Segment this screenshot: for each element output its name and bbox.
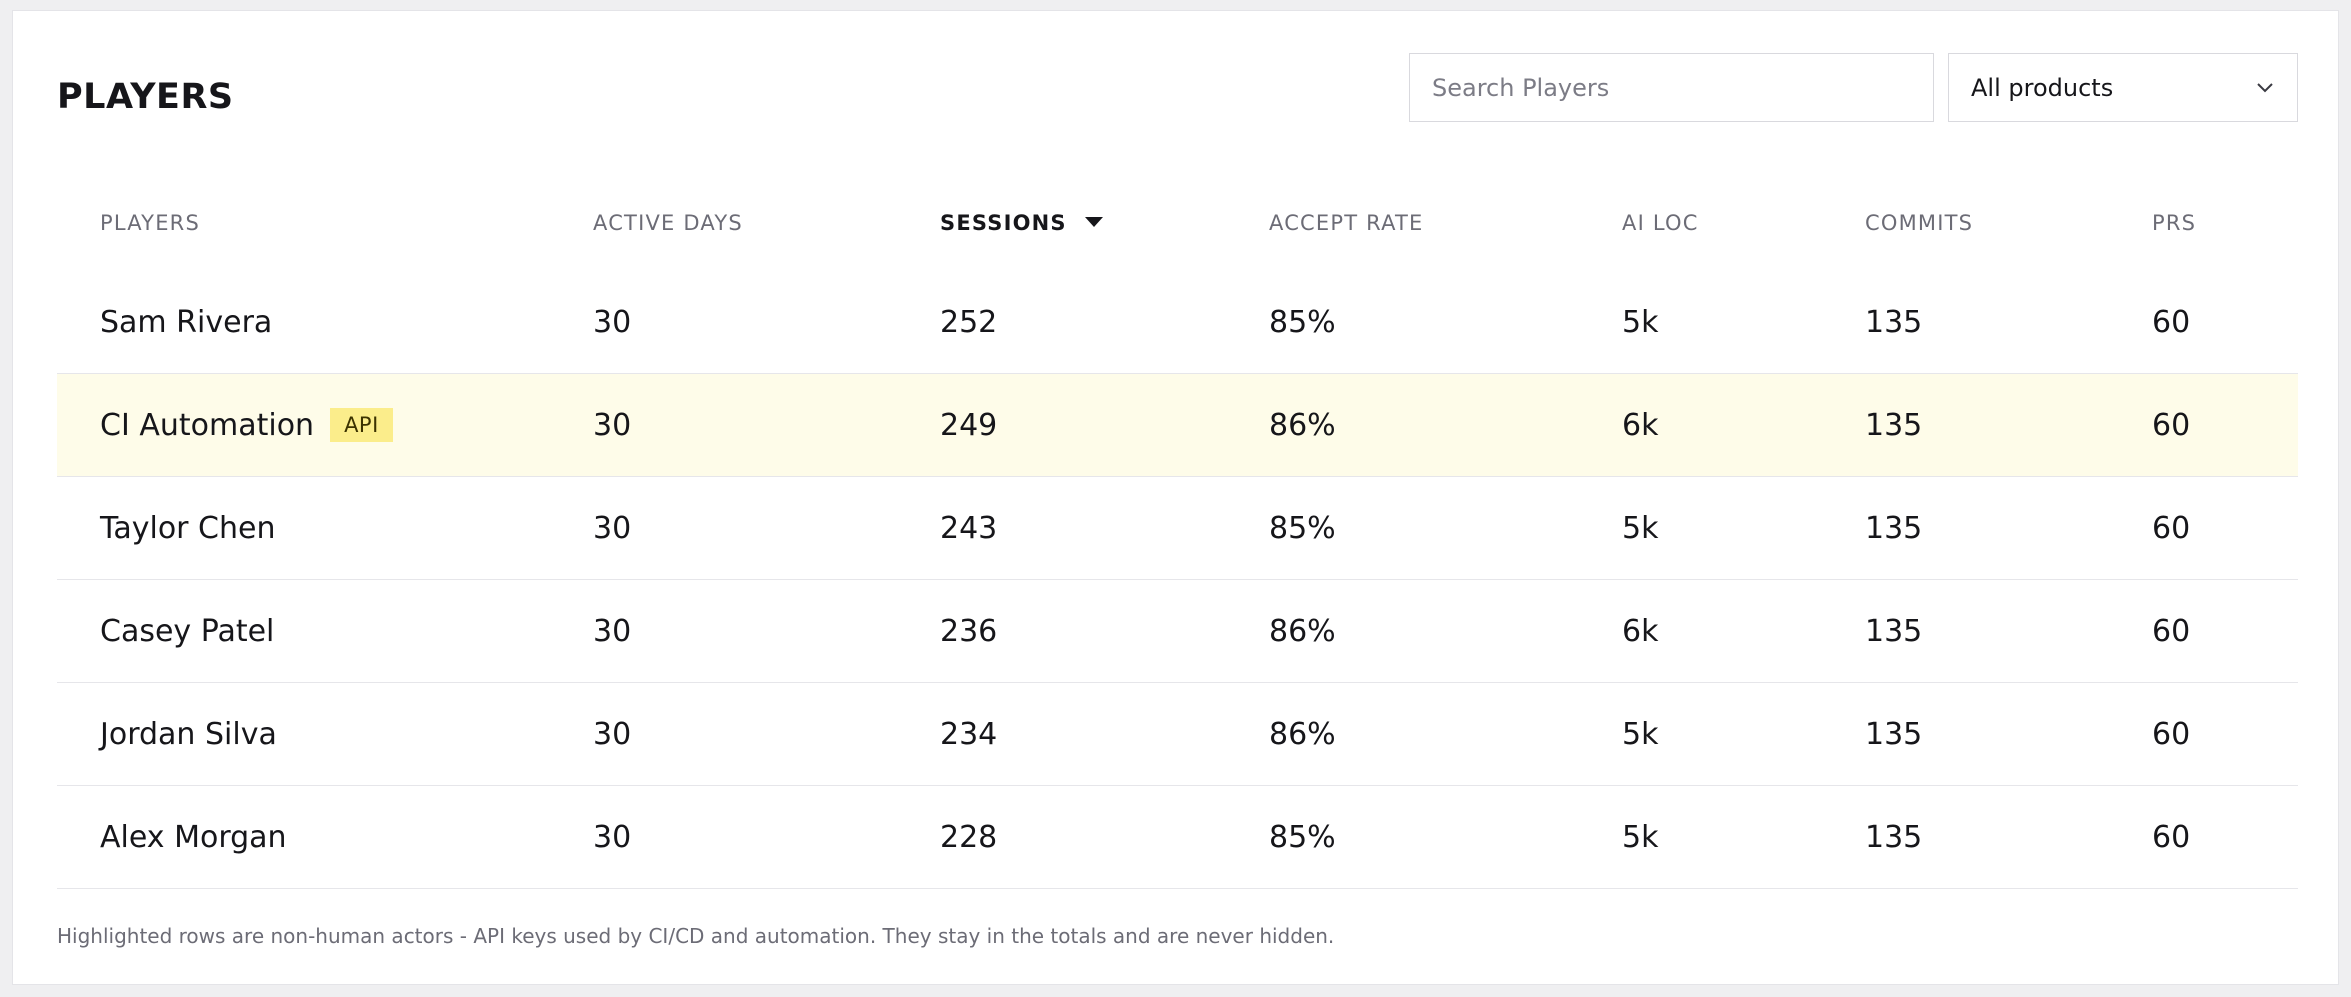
table-row[interactable]: Jordan Silva 30 234 86% 5k 135 60	[57, 683, 2298, 786]
table-row[interactable]: CI Automation API 30 249 86% 6k 135 60	[57, 374, 2298, 477]
prs-cell: 60	[2152, 407, 2191, 443]
table-body: Sam Rivera 30 252 85% 5k 135 60 CI Automation AP…	[57, 271, 2298, 889]
player-name: CI Automation	[100, 407, 315, 443]
ai-loc-cell: 6k	[1622, 407, 1659, 443]
column-header-accept-rate[interactable]: ACCEPT RATE	[1269, 211, 1424, 235]
active-days-cell: 30	[593, 304, 632, 340]
active-days-cell: 30	[593, 407, 632, 443]
accept-rate-cell: 86%	[1269, 613, 1336, 649]
player-name: Taylor Chen	[100, 510, 276, 546]
chevron-down-icon	[2257, 83, 2273, 93]
players-card: PLAYERS All products PLAYERS ACTIVE DAYS…	[12, 10, 2339, 985]
sessions-cell: 234	[940, 716, 998, 752]
table-header: PLAYERS ACTIVE DAYS SESSIONS ACCEPT RATE…	[57, 179, 2298, 271]
column-header-ai-loc[interactable]: AI LOC	[1622, 211, 1699, 235]
player-name: Casey Patel	[100, 613, 275, 649]
column-header-prs[interactable]: PRS	[2152, 211, 2197, 235]
player-name-cell: Casey Patel	[100, 580, 274, 682]
commits-cell: 135	[1865, 613, 1923, 649]
commits-cell: 135	[1865, 407, 1923, 443]
sessions-cell: 236	[940, 613, 998, 649]
player-name-cell: CI Automation API	[100, 374, 393, 476]
sessions-cell: 249	[940, 407, 998, 443]
player-name-cell: Alex Morgan	[100, 786, 287, 888]
ai-loc-cell: 5k	[1622, 304, 1659, 340]
sessions-cell: 228	[940, 819, 998, 855]
ai-loc-cell: 5k	[1622, 510, 1659, 546]
commits-cell: 135	[1865, 304, 1923, 340]
players-table: PLAYERS ACTIVE DAYS SESSIONS ACCEPT RATE…	[57, 179, 2298, 889]
column-header-active-days[interactable]: ACTIVE DAYS	[593, 211, 743, 235]
ai-loc-cell: 5k	[1622, 819, 1659, 855]
column-header-sessions[interactable]: SESSIONS	[940, 211, 1103, 235]
search-input[interactable]	[1409, 53, 1934, 122]
accept-rate-cell: 85%	[1269, 819, 1336, 855]
prs-cell: 60	[2152, 613, 2191, 649]
sessions-cell: 243	[940, 510, 998, 546]
commits-cell: 135	[1865, 510, 1923, 546]
prs-cell: 60	[2152, 510, 2191, 546]
accept-rate-cell: 86%	[1269, 716, 1336, 752]
prs-cell: 60	[2152, 716, 2191, 752]
table-row[interactable]: Alex Morgan 30 228 85% 5k 135 60	[57, 786, 2298, 889]
column-header-sessions-label: SESSIONS	[940, 211, 1067, 235]
player-name-cell: Jordan Silva	[100, 683, 277, 785]
page-title: PLAYERS	[57, 77, 234, 117]
player-name-cell: Sam Rivera	[100, 271, 272, 373]
player-name: Jordan Silva	[100, 716, 277, 752]
accept-rate-cell: 85%	[1269, 304, 1336, 340]
ai-loc-cell: 6k	[1622, 613, 1659, 649]
api-badge: API	[330, 408, 393, 442]
column-header-players[interactable]: PLAYERS	[100, 211, 200, 235]
product-filter-value: All products	[1971, 73, 2114, 102]
player-name: Sam Rivera	[100, 304, 273, 340]
product-filter-select[interactable]: All products	[1948, 53, 2298, 122]
table-row[interactable]: Casey Patel 30 236 86% 6k 135 60	[57, 580, 2298, 683]
sessions-cell: 252	[940, 304, 998, 340]
column-header-commits[interactable]: COMMITS	[1865, 211, 1974, 235]
accept-rate-cell: 85%	[1269, 510, 1336, 546]
table-row[interactable]: Taylor Chen 30 243 85% 5k 135 60	[57, 477, 2298, 580]
prs-cell: 60	[2152, 819, 2191, 855]
active-days-cell: 30	[593, 716, 632, 752]
player-name: Alex Morgan	[100, 819, 287, 855]
active-days-cell: 30	[593, 819, 632, 855]
footnote: Highlighted rows are non-human actors - …	[57, 924, 1335, 948]
accept-rate-cell: 86%	[1269, 407, 1336, 443]
active-days-cell: 30	[593, 613, 632, 649]
ai-loc-cell: 5k	[1622, 716, 1659, 752]
prs-cell: 60	[2152, 304, 2191, 340]
sort-descending-icon	[1084, 217, 1103, 227]
commits-cell: 135	[1865, 819, 1923, 855]
player-name-cell: Taylor Chen	[100, 477, 276, 579]
active-days-cell: 30	[593, 510, 632, 546]
commits-cell: 135	[1865, 716, 1923, 752]
table-row[interactable]: Sam Rivera 30 252 85% 5k 135 60	[57, 271, 2298, 374]
